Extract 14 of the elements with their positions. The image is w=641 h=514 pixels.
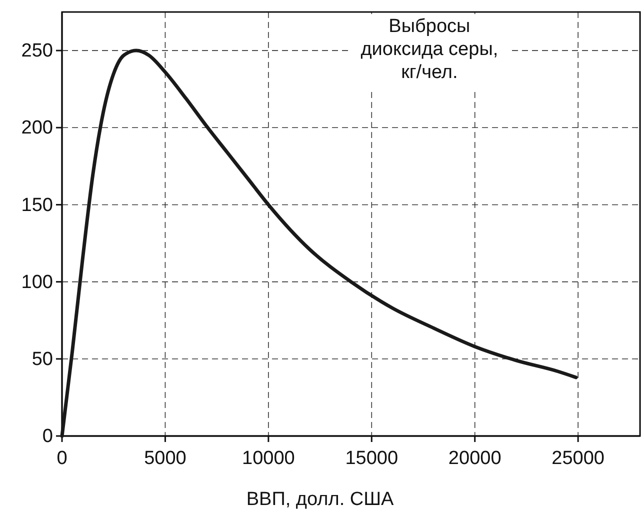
y-tick-label: 150 bbox=[21, 194, 53, 216]
x-tick-label: 25000 bbox=[552, 448, 604, 469]
x-tick-label: 0 bbox=[56, 448, 68, 469]
y-tick-label: 250 bbox=[21, 40, 53, 62]
y-tick-label: 200 bbox=[21, 118, 53, 139]
x-tick-label: 5000 bbox=[144, 448, 186, 469]
x-axis-title: ВВП, долл. США bbox=[246, 489, 394, 510]
y-tick-label: 50 bbox=[32, 348, 53, 370]
y-tick-label: 100 bbox=[21, 272, 53, 293]
y-tick-label: 0 bbox=[42, 426, 53, 448]
y-axis-title: Выбросы диоксида серы, кг/чел. bbox=[360, 16, 498, 84]
x-tick-label: 20000 bbox=[448, 448, 502, 469]
x-tick-label: 10000 bbox=[242, 448, 295, 469]
x-tick-label: 15000 bbox=[345, 448, 398, 469]
